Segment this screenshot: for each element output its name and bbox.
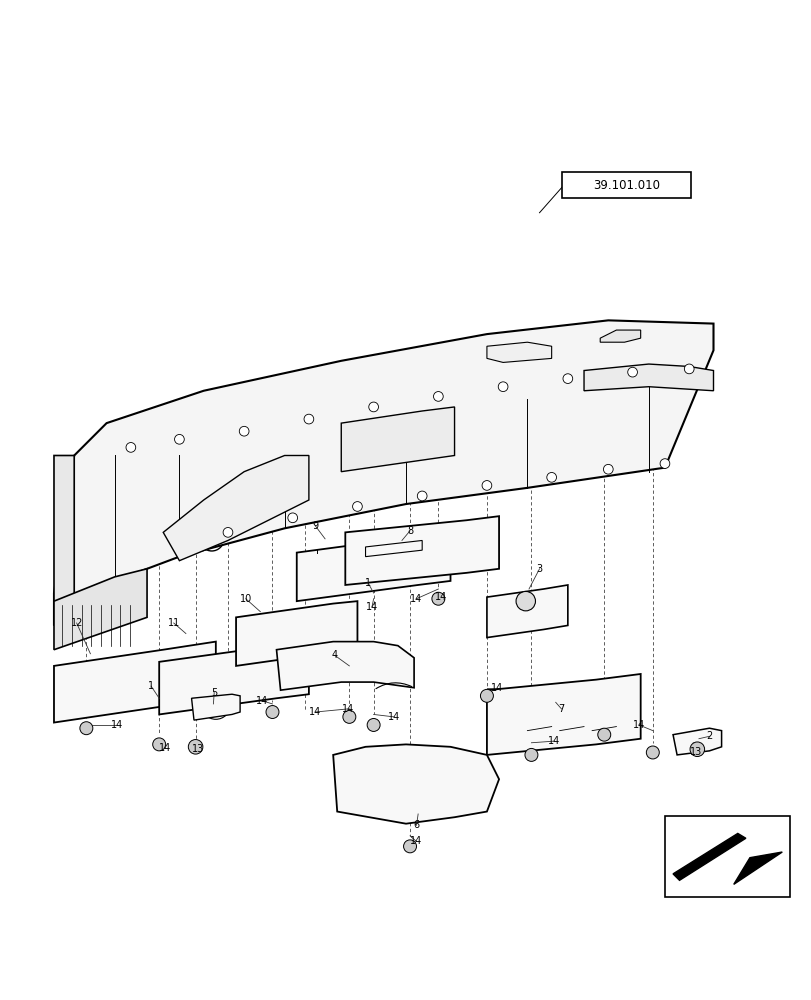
Circle shape [684,364,693,374]
Circle shape [498,382,508,392]
Text: 39.101.010: 39.101.010 [592,179,659,192]
Polygon shape [487,674,640,755]
Circle shape [239,426,249,436]
Circle shape [597,728,610,741]
Text: 6: 6 [413,820,419,830]
Circle shape [516,591,534,611]
Text: 5: 5 [211,688,217,698]
Text: 14: 14 [490,683,502,693]
Text: 11: 11 [167,618,180,628]
Circle shape [659,459,669,468]
FancyBboxPatch shape [561,172,690,198]
Circle shape [562,374,572,383]
Circle shape [223,528,233,537]
Text: 14: 14 [434,592,446,602]
Polygon shape [487,585,567,638]
Circle shape [646,746,659,759]
Polygon shape [487,342,551,362]
Circle shape [603,464,612,474]
Circle shape [79,722,92,735]
Text: 9: 9 [312,521,318,531]
Text: 10: 10 [239,594,251,604]
Polygon shape [341,407,454,472]
Polygon shape [672,833,745,880]
Polygon shape [277,642,414,690]
Circle shape [287,513,297,523]
Polygon shape [672,728,721,755]
Circle shape [403,840,416,853]
Circle shape [152,738,165,751]
Text: 14: 14 [366,602,378,612]
Text: 14: 14 [309,707,321,717]
Text: 14: 14 [632,720,645,730]
Text: 14: 14 [158,743,171,753]
Text: 7: 7 [557,704,564,714]
Text: 13: 13 [191,744,204,754]
Text: 2: 2 [706,731,712,741]
Circle shape [174,434,184,444]
Circle shape [524,748,537,761]
Polygon shape [159,642,308,714]
Polygon shape [54,569,147,650]
Polygon shape [345,516,499,585]
Text: 14: 14 [341,704,354,714]
Polygon shape [191,694,240,720]
Text: 14: 14 [410,836,422,846]
Text: 3: 3 [536,564,542,574]
Text: 12: 12 [71,618,83,628]
Bar [664,816,789,897]
Circle shape [368,402,378,412]
Text: 14: 14 [111,720,123,730]
Polygon shape [236,601,357,666]
Text: 8: 8 [406,526,413,536]
Polygon shape [54,642,216,723]
Circle shape [689,742,704,757]
Polygon shape [599,330,640,342]
Text: 13: 13 [689,747,701,757]
Polygon shape [296,532,450,601]
Circle shape [303,414,313,424]
Polygon shape [583,364,713,391]
Text: 14: 14 [410,594,422,604]
Circle shape [342,710,355,723]
Polygon shape [733,852,781,884]
Polygon shape [54,455,74,625]
Polygon shape [54,320,713,625]
Circle shape [546,472,556,482]
Text: 14: 14 [255,696,268,706]
Text: 1: 1 [148,681,154,691]
Circle shape [188,740,203,754]
Text: 4: 4 [332,650,337,660]
Circle shape [480,689,493,702]
Circle shape [126,443,135,452]
Circle shape [367,718,380,731]
Polygon shape [163,455,308,561]
Circle shape [266,706,279,718]
Text: 1: 1 [364,578,371,588]
Circle shape [352,502,362,511]
Text: 14: 14 [388,712,400,722]
Circle shape [627,367,637,377]
Circle shape [433,392,443,401]
Text: 14: 14 [547,736,560,746]
Circle shape [431,592,444,605]
Polygon shape [333,744,499,824]
Circle shape [482,481,491,490]
Circle shape [417,491,427,501]
